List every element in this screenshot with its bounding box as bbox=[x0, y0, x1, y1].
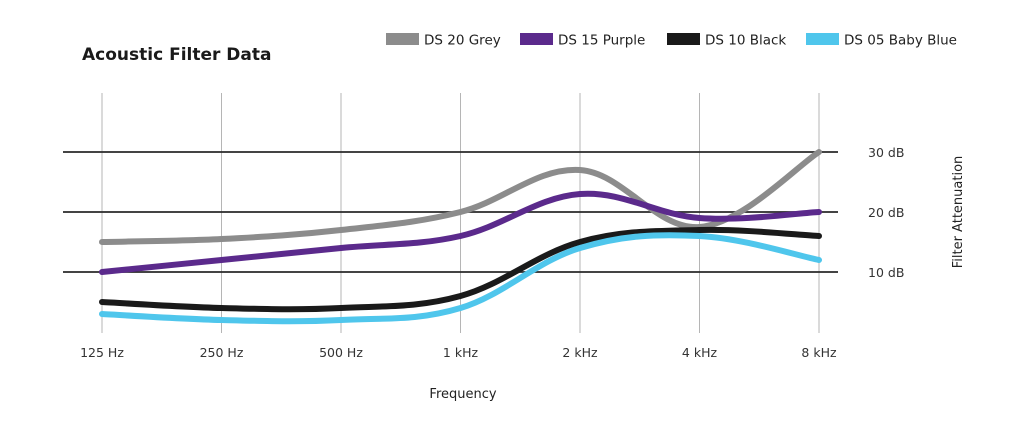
x-tick-label: 4 kHz bbox=[682, 345, 718, 360]
legend-swatch-ds-10-black bbox=[667, 33, 700, 45]
x-tick-label: 2 kHz bbox=[562, 345, 598, 360]
x-tick-labels: 125 Hz 250 Hz 500 Hz 1 kHz 2 kHz 4 kHz 8 kHz bbox=[80, 345, 837, 360]
legend-label-ds-10-black: DS 10 Black bbox=[705, 33, 786, 49]
x-axis-label: Frequency bbox=[429, 387, 496, 402]
legend-swatch-ds-15-purple bbox=[520, 33, 553, 45]
chart-title: Acoustic Filter Data bbox=[82, 45, 272, 65]
vertical-gridlines bbox=[101, 93, 820, 333]
y-axis-label: Filter Attenuation bbox=[951, 156, 966, 269]
series-lines bbox=[99, 149, 822, 325]
x-tick-label: 500 Hz bbox=[319, 345, 363, 360]
legend: DS 20 Grey DS 15 Purple DS 10 Black DS 05 B… bbox=[386, 33, 957, 49]
series-line-ds-10-black bbox=[99, 226, 822, 313]
legend-swatch-ds-20-grey bbox=[386, 33, 419, 45]
y-tick-label: 30 dB bbox=[868, 145, 904, 160]
series-line-ds-05-baby-blue bbox=[99, 232, 822, 325]
y-tick-labels: 10 dB 20 dB 30 dB bbox=[868, 145, 904, 280]
x-tick-label: 8 kHz bbox=[801, 345, 837, 360]
y-tick-label: 10 dB bbox=[868, 265, 904, 280]
legend-label-ds-20-grey: DS 20 Grey bbox=[424, 33, 501, 49]
legend-label-ds-15-purple: DS 15 Purple bbox=[558, 33, 645, 49]
series-line-ds-20-grey bbox=[99, 149, 822, 245]
x-tick-label: 125 Hz bbox=[80, 345, 124, 360]
series-line-ds-15-purple bbox=[99, 190, 822, 275]
legend-label-ds-05-baby-blue: DS 05 Baby Blue bbox=[844, 33, 957, 49]
legend-swatch-ds-05-baby-blue bbox=[806, 33, 839, 45]
y-tick-label: 20 dB bbox=[868, 205, 904, 220]
x-tick-label: 1 kHz bbox=[443, 345, 479, 360]
x-tick-label: 250 Hz bbox=[200, 345, 244, 360]
